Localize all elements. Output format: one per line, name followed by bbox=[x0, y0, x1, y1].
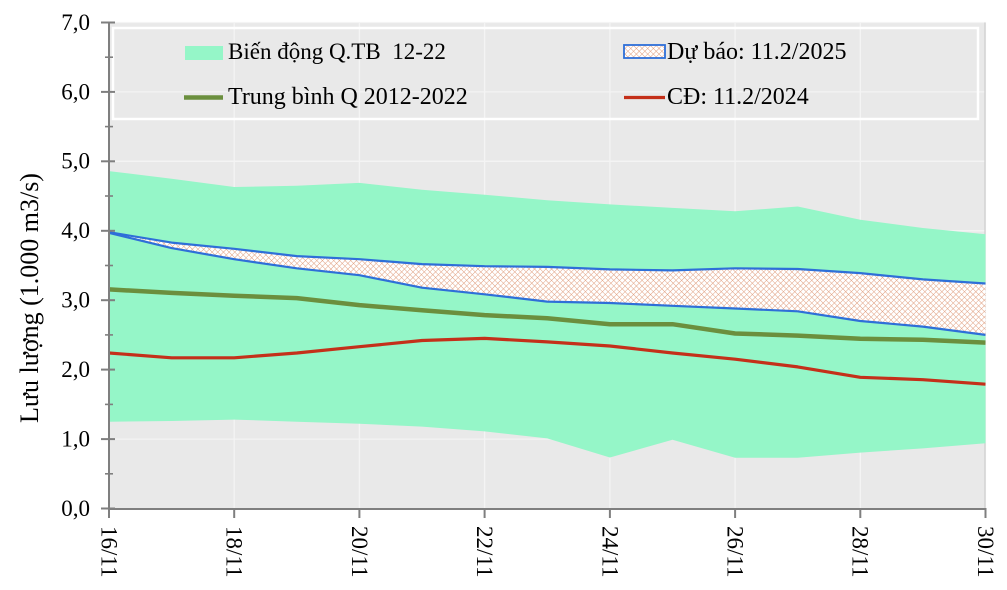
svg-text:CĐ: 11.2/2024: CĐ: 11.2/2024 bbox=[667, 84, 809, 110]
svg-text:3,0: 3,0 bbox=[61, 288, 90, 313]
svg-text:20/11: 20/11 bbox=[347, 526, 372, 578]
svg-text:30/11: 30/11 bbox=[973, 526, 998, 578]
svg-text:4,0: 4,0 bbox=[61, 218, 90, 243]
svg-text:1,0: 1,0 bbox=[61, 427, 90, 452]
svg-text:Trung bình Q 2012-2022: Trung bình Q 2012-2022 bbox=[228, 84, 468, 110]
svg-text:Biến động Q.TB 12-22: Biến động Q.TB 12-22 bbox=[228, 39, 446, 64]
svg-text:5,0: 5,0 bbox=[61, 149, 90, 174]
svg-text:Dự báo: 11.2/2025: Dự báo: 11.2/2025 bbox=[667, 39, 846, 65]
svg-text:2,0: 2,0 bbox=[61, 357, 90, 382]
svg-text:24/11: 24/11 bbox=[597, 526, 622, 578]
svg-text:28/11: 28/11 bbox=[848, 526, 873, 578]
svg-text:22/11: 22/11 bbox=[472, 526, 497, 578]
svg-text:0,0: 0,0 bbox=[61, 496, 90, 521]
svg-text:16/11: 16/11 bbox=[96, 526, 121, 578]
svg-text:26/11: 26/11 bbox=[723, 526, 748, 578]
svg-text:18/11: 18/11 bbox=[222, 526, 247, 578]
svg-text:6,0: 6,0 bbox=[61, 79, 90, 104]
svg-text:7,0: 7,0 bbox=[61, 10, 90, 35]
svg-text:Lưu lượng (1.000 m3/s): Lưu lượng (1.000 m3/s) bbox=[15, 173, 44, 423]
